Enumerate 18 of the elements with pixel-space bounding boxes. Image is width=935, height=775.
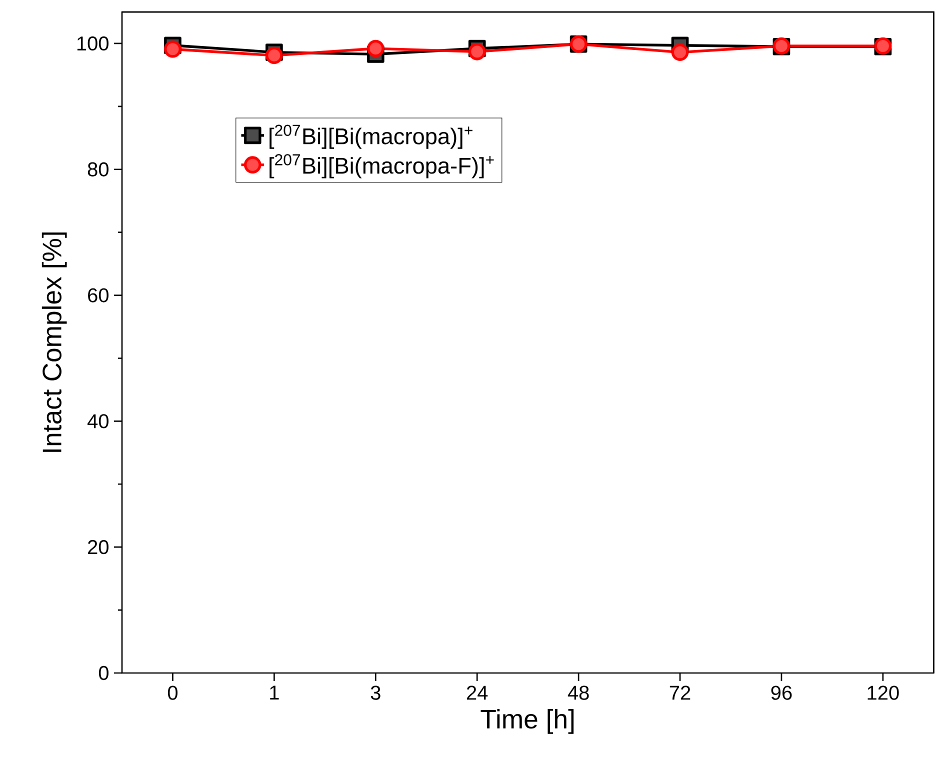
y-tick-label: 20 [88,540,108,554]
y-tick-label: 80 [88,162,108,176]
x-tick-label: 1 [270,686,279,700]
x-axis-title: Time [h] [480,709,574,734]
legend-label: [$^{207}$Bi][Bi(macropa)]$^{+}$ [270,124,472,149]
y-tick-label: 40 [88,414,108,428]
x-tick-label: 48 [568,686,589,700]
x-tick-label: 0 [168,686,178,700]
y-tick-label: 0 [98,666,108,680]
x-tick-label: 24 [466,686,488,700]
x-tick-label: 3 [370,686,380,700]
y-tick-label: 60 [88,288,108,302]
y-tick-label: 100 [77,36,108,51]
legend-label: [$^{207}$Bi][Bi(macropa-F)]$^{+}$ [270,154,494,178]
x-tick-label: 120 [868,686,899,700]
x-tick-label: 96 [771,686,792,700]
y-axis-title: Intact Complex [%] [42,232,67,452]
x-tick-label: 72 [670,686,690,700]
